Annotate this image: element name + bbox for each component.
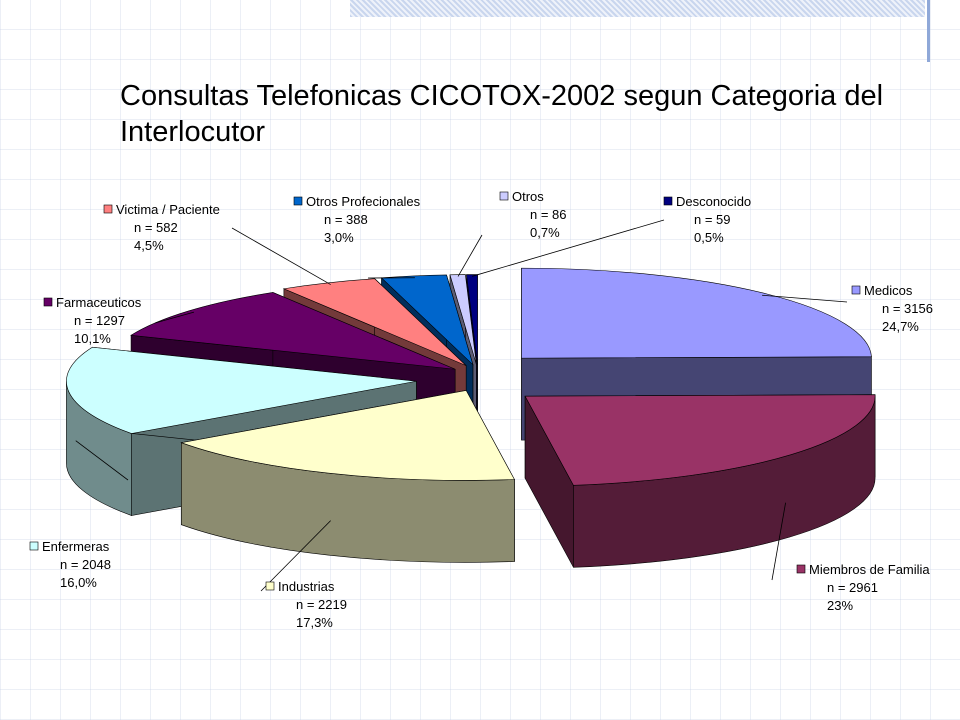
slice-percent: 3,0%: [324, 230, 354, 245]
label-enfermeras: Enfermeras n = 2048 16,0%: [29, 539, 111, 590]
slide-header-band: [350, 0, 925, 17]
slice-count: n = 582: [134, 220, 178, 235]
leader-line: [762, 294, 848, 303]
label-miembros-de-familia: Miembros de Familia n = 2961 23%: [796, 562, 930, 613]
slice-count: n = 86: [530, 207, 567, 222]
label-medicos: Medicos n = 3156 24,7%: [851, 283, 933, 334]
label-otros-profecionales: Otros Profecionales n = 388 3,0%: [293, 194, 421, 245]
slice-count: n = 2219: [296, 597, 347, 612]
legend-swatch: [796, 564, 806, 574]
slice-label: Miembros de Familia: [809, 562, 930, 577]
slice-count: n = 2961: [827, 580, 878, 595]
chart-title: Consultas Telefonicas CICOTOX-2002 segun…: [120, 80, 884, 148]
legend-swatch: [499, 191, 509, 201]
leader-line: [472, 219, 665, 277]
slice-percent: 10,1%: [74, 331, 111, 346]
leader-line: [771, 502, 786, 581]
slice-top-enfermeras: [66, 346, 417, 434]
label-otros: Otros n = 86 0,7%: [499, 189, 567, 240]
slice-percent: 0,5%: [694, 230, 724, 245]
slice-count: n = 3156: [882, 301, 933, 316]
slice-label: Desconocido: [676, 194, 751, 209]
leader-line: [154, 311, 195, 324]
slice-label: Industrias: [278, 579, 335, 594]
leader-line: [260, 520, 331, 592]
slice-count: n = 388: [324, 212, 368, 227]
legend-swatch: [103, 204, 113, 214]
leader-line: [457, 234, 483, 277]
slice-percent: 23%: [827, 598, 853, 613]
slice-label: Otros: [512, 189, 544, 204]
label-desconocido: Desconocido n = 59 0,5%: [663, 194, 751, 245]
legend-swatch: [265, 581, 275, 591]
slice-percent: 0,7%: [530, 225, 560, 240]
slice-label: Farmaceuticos: [56, 295, 142, 310]
slice-percent: 4,5%: [134, 238, 164, 253]
slice-count: n = 1297: [74, 313, 125, 328]
leader-line: [75, 440, 129, 481]
slice-top-industrias: [180, 390, 515, 481]
slice-percent: 24,7%: [882, 319, 919, 334]
slice-label: Medicos: [864, 283, 913, 298]
legend-swatch: [851, 285, 861, 295]
legend-swatch: [29, 541, 39, 551]
legend-swatch: [293, 196, 303, 206]
slice-top-miembros-de-familia: [524, 394, 876, 486]
slice-percent: 17,3%: [296, 615, 333, 630]
slice-count: n = 59: [694, 212, 731, 227]
slice-label: Victima / Paciente: [116, 202, 220, 217]
label-industrias: Industrias n = 2219 17,3%: [265, 579, 347, 630]
slice-label: Enfermeras: [42, 539, 110, 554]
slice-top-medicos: [521, 267, 872, 359]
slide-header-line: [927, 0, 930, 62]
slice-count: n = 2048: [60, 557, 111, 572]
label-victima-paciente: Victima / Paciente n = 582 4,5%: [103, 202, 220, 253]
slice-percent: 16,0%: [60, 575, 97, 590]
legend-swatch: [43, 297, 53, 307]
legend-swatch: [663, 196, 673, 206]
label-farmaceuticos: Farmaceuticos n = 1297 10,1%: [43, 295, 142, 346]
slice-label: Otros Profecionales: [306, 194, 421, 209]
slice-top-farmaceuticos: [130, 292, 456, 370]
leader-line: [231, 227, 331, 285]
slice-top-otros: [449, 274, 477, 365]
